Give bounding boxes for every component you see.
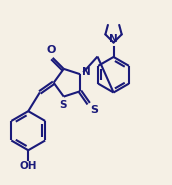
Text: N: N [82,67,91,77]
Text: OH: OH [19,162,37,171]
Text: S: S [59,100,67,110]
Text: N: N [109,34,118,44]
Text: O: O [47,45,56,55]
Text: S: S [90,105,98,115]
